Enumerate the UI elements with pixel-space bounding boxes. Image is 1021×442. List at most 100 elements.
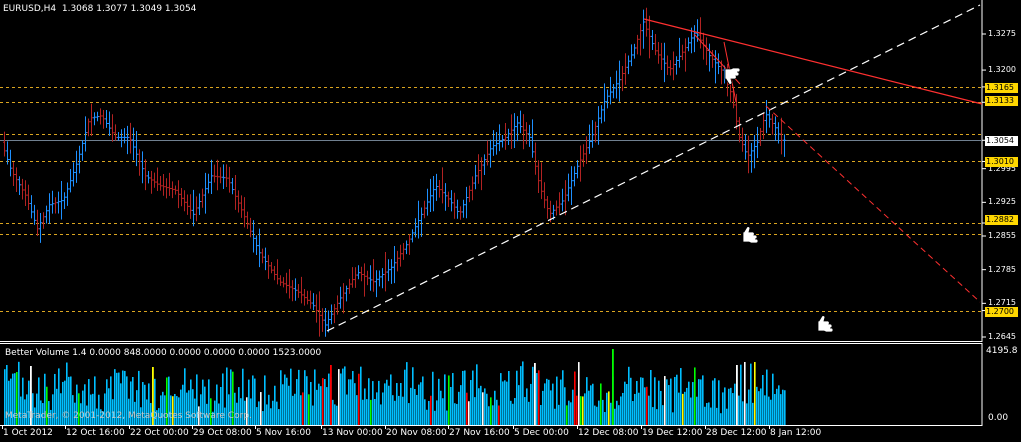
volume-bar [750,363,752,425]
volume-bar [352,371,354,425]
volume-bar [54,373,56,425]
volume-bar [770,399,772,425]
volume-bar [530,383,532,425]
volume-bar [454,403,456,425]
volume-bar [728,388,730,425]
volume-bar [252,375,254,425]
volume-bar [202,379,204,425]
volume-bar [408,403,410,425]
volume-bar [308,394,310,425]
volume-bar [624,381,626,425]
volume-bar [774,394,776,425]
volume-bar [614,408,616,425]
volume-bar [496,399,498,425]
volume-bar [546,378,548,425]
volume-bar [734,383,736,425]
price-axis-label: 1.2645 [988,332,1016,341]
volume-bar [540,405,542,425]
volume-bar [544,383,546,425]
volume-bar [578,362,580,425]
volume-bar [410,387,412,425]
volume-bar [212,411,214,425]
volume-bar [286,377,288,425]
volume-bar [188,390,190,425]
volume-bar [210,398,212,425]
volume-bar [740,364,742,425]
volume-bar [714,378,716,425]
volume-bar [328,373,330,425]
volume-bar [302,392,304,425]
volume-bar [134,401,136,425]
thumbs-up-icon[interactable] [740,225,760,245]
time-tick [2,426,3,429]
horizontal-levels [0,87,982,312]
price-chart[interactable] [0,0,1021,342]
volume-bar [522,361,524,425]
volume-bar [664,376,666,425]
volume-bar [184,368,186,425]
volume-bar [538,370,540,425]
volume-bar [102,411,104,425]
volume-bar [706,403,708,425]
volume-bar [482,392,484,425]
volume-bar [70,376,72,425]
volume-panel[interactable] [0,343,1021,426]
volume-bar [784,390,786,425]
volume-bar [270,408,272,425]
volume-bar [510,400,512,425]
volume-bar [180,389,182,425]
volume-bar [106,379,108,425]
thumbs-down-icon[interactable] [722,66,742,86]
volume-bar [512,403,514,425]
volume-bar [326,387,328,425]
volume-spike [30,366,32,425]
volume-bar [66,362,68,425]
volume-bar [726,408,728,425]
volume-spike [612,349,614,425]
support-trendline[interactable] [326,4,981,332]
time-tick [321,426,322,429]
volume-bar [72,395,74,425]
volume-bar [636,380,638,425]
volume-bar [262,411,264,425]
volume-bar [246,397,248,425]
volume-bar [32,393,34,425]
volume-bar [630,377,632,425]
symbol-title: EURUSD,H4 1.3068 1.3077 1.3049 1.3054 [3,4,197,14]
volume-bar [626,384,628,425]
volume-bar [754,362,756,425]
volume-bar [704,406,706,425]
volume-bar [406,362,408,425]
volume-bar [366,399,368,425]
volume-bar [690,397,692,425]
projection-line[interactable] [765,105,981,303]
volume-bar [182,384,184,425]
volume-bar [386,379,388,425]
volume-bar [110,376,112,425]
volume-bar [142,382,144,425]
volume-bar [80,403,82,425]
volume-bar [604,412,606,425]
volume-bar [426,409,428,425]
thumbs-up-icon[interactable] [815,314,835,334]
volume-bar [186,392,188,425]
volume-bar [732,393,734,425]
volume-bar [430,395,432,425]
volume-bar [390,374,392,425]
volume-bar [278,409,280,425]
volume-bar [282,384,284,425]
resistance-trendline[interactable] [643,18,983,105]
volume-bar [156,410,158,425]
indicator-title: Better Volume 1.4 0.0000 848.0000 0.0000… [5,348,322,358]
volume-bar [230,369,232,425]
volume-bar [518,385,520,425]
volume-bar [50,409,52,425]
volume-bar [120,383,122,425]
volume-bar [52,394,54,425]
volume-bar [222,373,224,425]
time-tick [769,426,770,429]
volume-spike [534,363,536,425]
time-axis-label: 5 Dec 00:00 [514,428,569,438]
volume-bar [216,384,218,425]
level-tag-1: 1.3165 [985,83,1018,93]
